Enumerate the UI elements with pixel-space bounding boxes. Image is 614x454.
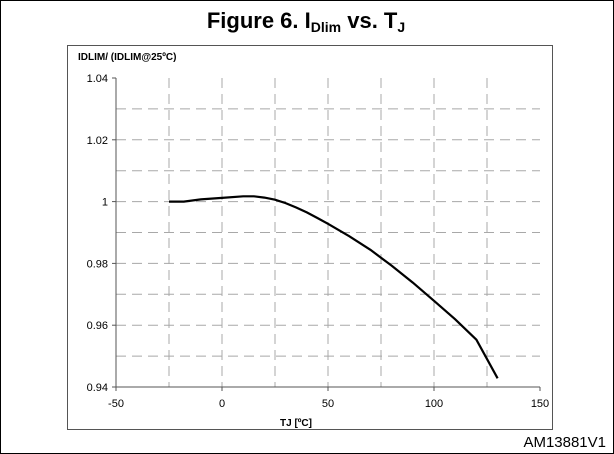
figure-code: AM13881V1 [523, 434, 606, 451]
data-series-line [169, 195, 499, 379]
y-axis-title: IDLIM/ (IDLIM@25ºC) [78, 52, 177, 63]
x-tick-label: 150 [531, 398, 549, 410]
y-tick-labels: 0.94 0.96 0.98 1 1.02 1.04 [87, 73, 116, 394]
y-tick-label: 1.02 [87, 135, 108, 147]
x-tick-label: 100 [425, 398, 443, 410]
y-tick-label: 0.98 [87, 258, 108, 270]
figure-title: Figure 6. IDlim vs. TJ [206, 8, 406, 36]
x-axis-title: TJ [ºC] [280, 418, 312, 429]
chart-area [67, 45, 553, 430]
y-tick-label: 0.96 [87, 320, 108, 332]
y-tick-label: 1 [102, 197, 108, 209]
y-tick-label: 1.04 [87, 73, 108, 85]
x-tick-label: 50 [322, 398, 334, 410]
x-tick-labels: -50 0 50 100 150 [108, 387, 549, 410]
x-tick-label: -50 [108, 398, 124, 410]
x-tick-label: 0 [219, 398, 225, 410]
y-tick-label: 0.94 [87, 382, 108, 394]
